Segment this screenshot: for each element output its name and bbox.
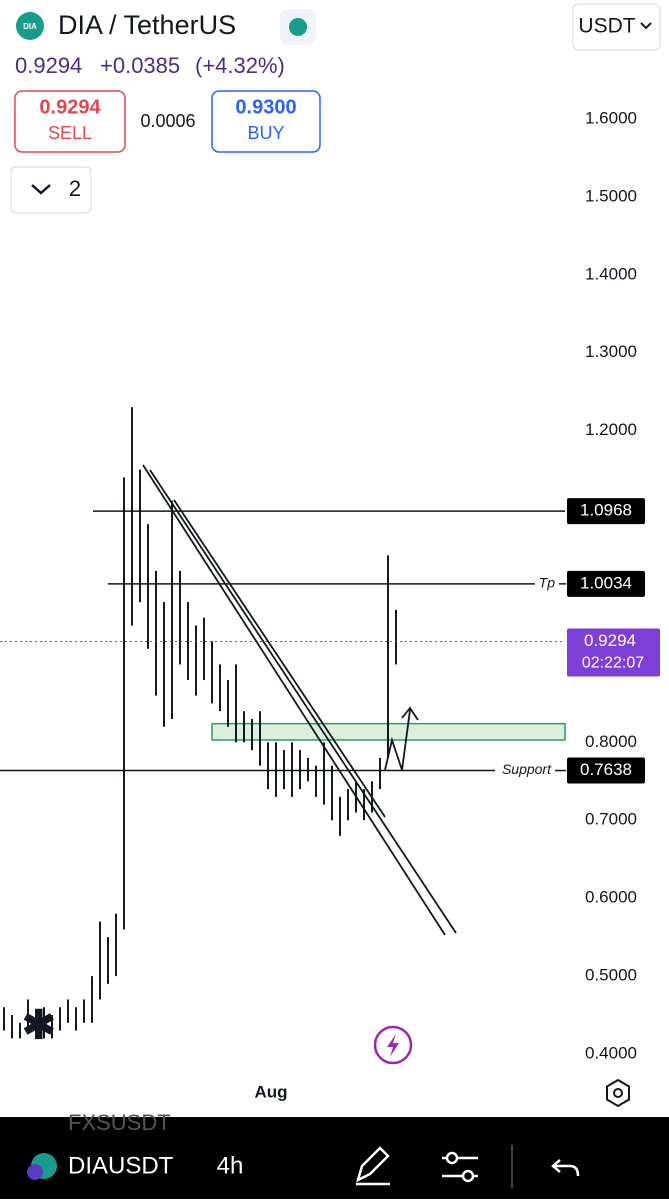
indicators-count: 2 bbox=[69, 176, 81, 201]
price-label: 0.9294 bbox=[584, 631, 636, 650]
price-label-box bbox=[567, 757, 645, 784]
y-tick-label: 0.4000 bbox=[585, 1043, 637, 1062]
sell-button[interactable] bbox=[14, 90, 126, 153]
y-tick-label: 1.2000 bbox=[585, 420, 637, 439]
exchange-logo bbox=[27, 1164, 43, 1180]
trend-channel bbox=[142, 464, 457, 936]
faded-symbol: FXSUSDT bbox=[68, 1110, 171, 1135]
currency-label: USDT bbox=[578, 15, 635, 38]
x-tick-label: Aug bbox=[254, 1082, 287, 1101]
price-change-pct: (+4.32%) bbox=[195, 53, 285, 78]
footer-interval[interactable]: 4h bbox=[217, 1152, 244, 1179]
currency-button[interactable] bbox=[572, 3, 661, 51]
slider-knob bbox=[461, 1169, 475, 1183]
status-dot bbox=[289, 18, 307, 36]
chart: 0.4000 0.5000 0.6000 0.7000 0.8000 1.2000 1.30… bbox=[0, 108, 660, 1062]
logo bbox=[16, 12, 44, 40]
price-label: 0.7638 bbox=[580, 760, 632, 779]
symbol-title[interactable]: DIA / TetherUS bbox=[58, 10, 236, 40]
price-label-box bbox=[567, 628, 660, 677]
lightning-button[interactable] bbox=[373, 1025, 413, 1065]
spread: 0.0006 bbox=[140, 111, 195, 131]
y-tick-label: 1.4000 bbox=[585, 264, 637, 283]
countdown: 02:22:07 bbox=[582, 655, 644, 672]
y-tick-label: 1.6000 bbox=[585, 108, 637, 127]
buy-button[interactable] bbox=[211, 90, 321, 153]
chevron bbox=[31, 184, 51, 195]
indicators-button[interactable] bbox=[10, 166, 92, 214]
sell-price: 0.9294 bbox=[39, 96, 101, 118]
bottom-bar bbox=[0, 1117, 669, 1199]
trend-line bbox=[173, 499, 386, 818]
sell-label: SELL bbox=[48, 123, 92, 143]
price-label-box bbox=[567, 570, 645, 597]
arrow-path bbox=[384, 706, 419, 771]
settings-icon[interactable] bbox=[606, 1078, 630, 1108]
y-tick-label: 0.6000 bbox=[585, 888, 637, 907]
level-name: Support bbox=[502, 761, 552, 777]
chevron bbox=[640, 22, 652, 30]
slider-knob bbox=[445, 1151, 459, 1165]
y-tick-label: 1.3000 bbox=[585, 342, 637, 361]
logo-text: DIA bbox=[23, 22, 37, 31]
draw-icon[interactable] bbox=[356, 1146, 390, 1186]
level-name: Tp bbox=[539, 575, 556, 591]
price-label: 1.0968 bbox=[580, 501, 632, 520]
footer-symbol[interactable]: DIAUSDT bbox=[68, 1152, 174, 1179]
undo-icon[interactable] bbox=[551, 1159, 580, 1177]
y-tick-label: 1.5000 bbox=[585, 186, 637, 205]
tv-logo: ✱ bbox=[22, 1004, 56, 1048]
last-price: 0.9294 bbox=[15, 53, 82, 78]
lightning-icon bbox=[387, 1034, 399, 1057]
price-label: 1.0034 bbox=[580, 573, 632, 592]
buy-price: 0.9300 bbox=[235, 96, 296, 118]
y-tick-label: 0.7000 bbox=[585, 810, 637, 829]
y-tick-label: 0.5000 bbox=[585, 966, 637, 985]
settings-icon-center bbox=[613, 1088, 623, 1098]
price-change: +0.0385 bbox=[100, 53, 180, 78]
y-tick-label: 0.8000 bbox=[585, 732, 637, 751]
buy-label: BUY bbox=[247, 123, 284, 143]
price-label-box bbox=[567, 498, 645, 525]
